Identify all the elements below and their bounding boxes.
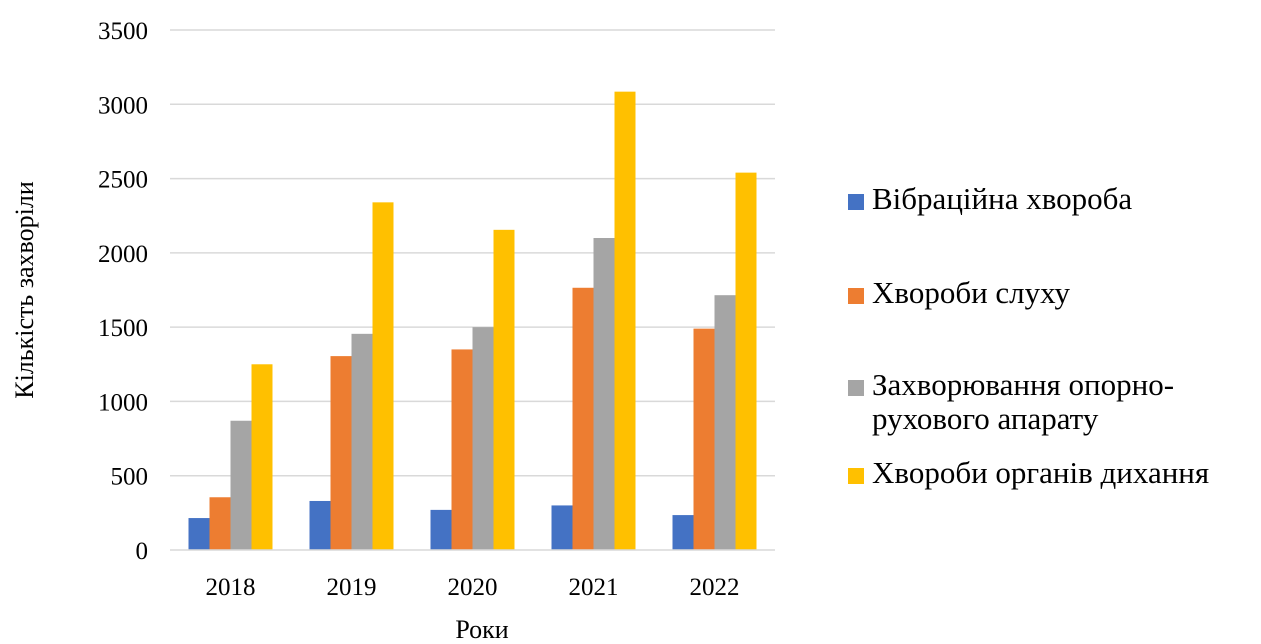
y-tick-label: 3000 <box>98 92 148 119</box>
bar-2022-series-0 <box>672 515 694 550</box>
x-tick-label: 2021 <box>569 574 619 601</box>
legend-label: Хвороби слуху <box>872 275 1070 310</box>
x-tick-label: 2018 <box>206 574 256 601</box>
bar-2019-series-2 <box>351 333 373 550</box>
x-axis-title: Роки <box>455 615 508 644</box>
bar-2021-series-2 <box>593 238 615 550</box>
legend-label: Вібраційна хвороба <box>872 181 1133 216</box>
x-axis-ticks: 2018 2019 2020 2021 2022 <box>206 574 740 601</box>
legend-swatch <box>848 288 864 304</box>
y-tick-label: 1000 <box>98 389 148 416</box>
bar-2022-series-1 <box>693 328 715 550</box>
bars <box>188 91 757 551</box>
y-axis-ticks: 0 500 1000 1500 2000 2500 3000 3500 <box>98 18 148 565</box>
bar-2020-series-3 <box>493 229 515 551</box>
bar-2019-series-0 <box>309 500 331 550</box>
x-tick-label: 2020 <box>448 574 498 601</box>
legend-item-musculoskeletal: Захворювання опорно-рухового апарату <box>848 368 1202 436</box>
y-tick-label: 0 <box>136 538 149 565</box>
legend-label: Захворювання опорно-рухового апарату <box>872 367 1175 436</box>
y-tick-label: 1500 <box>98 315 148 342</box>
legend-item-hearing: Хвороби слуху <box>848 276 1252 310</box>
y-tick-label: 500 <box>111 464 149 491</box>
x-tick-label: 2019 <box>327 574 377 601</box>
bar-2020-series-2 <box>472 327 494 550</box>
bar-2021-series-1 <box>572 287 594 550</box>
y-tick-label: 3500 <box>98 18 148 45</box>
legend-label: Хвороби органів дихання <box>872 455 1210 490</box>
y-tick-label: 2000 <box>98 241 148 268</box>
x-tick-label: 2022 <box>690 574 740 601</box>
legend-swatch <box>848 468 864 484</box>
bar-2021-series-3 <box>614 91 636 551</box>
bar-2018-series-0 <box>188 518 210 550</box>
bar-2019-series-1 <box>330 356 352 550</box>
bar-2022-series-3 <box>735 172 757 550</box>
bar-2022-series-2 <box>714 295 736 550</box>
legend-item-vibration: Вібраційна хвороба <box>848 182 1252 216</box>
bar-2019-series-3 <box>372 202 394 551</box>
bar-2018-series-3 <box>251 364 273 550</box>
bar-2020-series-1 <box>451 349 473 550</box>
bar-2021-series-0 <box>551 505 573 550</box>
y-axis-title: Кількість захворіли <box>10 181 39 399</box>
legend-item-respiratory: Хвороби органів дихання <box>848 456 1252 490</box>
bar-2018-series-2 <box>230 420 252 550</box>
legend-swatch <box>848 380 864 396</box>
bar-2018-series-1 <box>209 497 231 550</box>
legend-swatch <box>848 194 864 210</box>
y-tick-label: 2500 <box>98 167 148 194</box>
bar-2020-series-0 <box>430 509 452 550</box>
